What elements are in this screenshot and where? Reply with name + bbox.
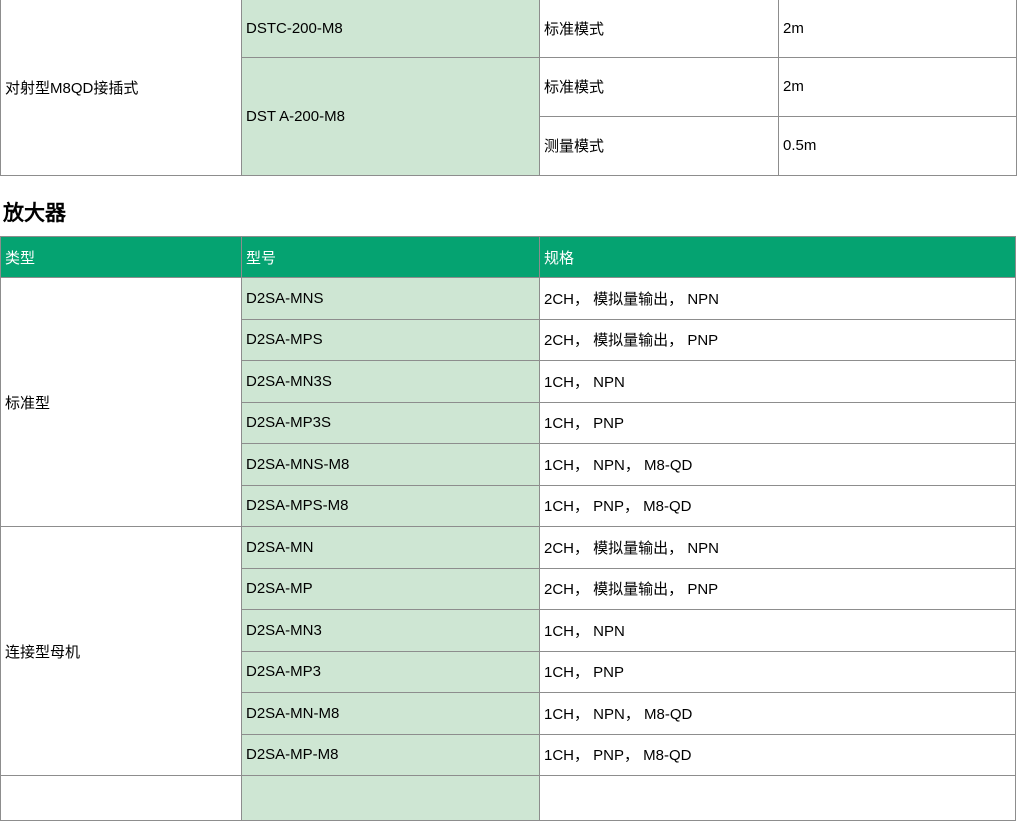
table-row: D2SA-MP3S 1CH， PNP [1, 401, 1016, 444]
cell-distance: 0.5m [778, 115, 1017, 176]
cell-model: D2SA-MPS [241, 318, 540, 361]
cell-amplifier-type: 连接型母机 [0, 526, 242, 776]
cell-model: D2SA-MN [241, 526, 540, 569]
cell-spec: 1CH， NPN [539, 609, 1016, 652]
sensor-spec-table: 对射型M8QD接插式 DSTC-200-M8 标准模式 2m DST A-200… [0, 0, 1017, 176]
table-row: D2SA-MN-M8 1CH， NPN， M8-QD [1, 692, 1016, 735]
amplifier-spec-table: 类型 型号 规格 标准型 D2SA-MNS 2CH， 模拟量输出， NPN D2… [0, 236, 1016, 821]
amplifier-section: 放大器 类型 型号 规格 标准型 D2SA-MNS 2CH， 模拟量输出， NP… [0, 200, 1019, 821]
column-header-spec: 规格 [539, 236, 1016, 278]
cell-model: D2SA-MP3S [241, 401, 540, 444]
cell-model: DST A-200-M8 [241, 56, 540, 176]
cell-model: D2SA-MP-M8 [241, 733, 540, 776]
table-header-row: 类型 型号 规格 [0, 236, 1016, 278]
table-row: D2SA-MPS 2CH， 模拟量输出， PNP [1, 318, 1016, 361]
cell-mode: 标准模式 [539, 0, 779, 58]
cell-spec: 1CH， NPN， M8-QD [539, 692, 1016, 735]
cell-model: D2SA-MNS-M8 [241, 443, 540, 486]
cell-spec: 1CH， PNP， M8-QD [539, 733, 1016, 776]
table-row: D2SA-MN3S 1CH， NPN [1, 360, 1016, 403]
cell-distance: 2m [778, 56, 1017, 117]
cell-model: D2SA-MPS-M8 [241, 484, 540, 527]
table-row: 标准型 D2SA-MNS 2CH， 模拟量输出， NPN [0, 277, 1016, 527]
cell-spec: 2CH， 模拟量输出， PNP [539, 567, 1016, 610]
cell-spec: 1CH， PNP， M8-QD [539, 484, 1016, 527]
cell-spec: 1CH， PNP [539, 650, 1016, 693]
cell-model: D2SA-MN3 [241, 609, 540, 652]
cell-model: DSTC-200-M8 [241, 0, 540, 58]
cell-spec: 1CH， PNP [539, 401, 1016, 444]
cell-model: D2SA-MNS [241, 277, 540, 320]
cell-model: D2SA-MP3 [241, 650, 540, 693]
table-row: 对射型M8QD接插式 DSTC-200-M8 标准模式 2m [0, 0, 1017, 176]
section-heading: 放大器 [3, 202, 66, 225]
cell-model: D2SA-MN-M8 [241, 692, 540, 735]
table-row: D2SA-MPS-M8 1CH， PNP， M8-QD [1, 484, 1016, 527]
column-header-type: 类型 [0, 236, 242, 278]
cell-mode: 标准模式 [539, 56, 779, 117]
table-row: 连接型母机 D2SA-MN 2CH， 模拟量输出， NPN [0, 526, 1016, 776]
cell-model: D2SA-MN3S [241, 360, 540, 403]
cell-model [241, 775, 540, 821]
table-row: 测量模式 0.5m [1, 115, 1017, 176]
column-header-model: 型号 [241, 236, 540, 278]
cell-spec: 2CH， 模拟量输出， NPN [539, 277, 1016, 320]
table-row: D2SA-MN3 1CH， NPN [1, 609, 1016, 652]
cell-sensor-type: 对射型M8QD接插式 [0, 0, 242, 176]
cell-amplifier-type [0, 775, 242, 821]
cell-spec: 1CH， NPN， M8-QD [539, 443, 1016, 486]
cell-spec: 2CH， 模拟量输出， PNP [539, 318, 1016, 361]
cell-mode: 测量模式 [539, 115, 779, 176]
cell-spec [539, 775, 1016, 821]
cell-model: D2SA-MP [241, 567, 540, 610]
cell-distance: 2m [778, 0, 1017, 58]
cell-spec: 2CH， 模拟量输出， NPN [539, 526, 1016, 569]
table-row: D2SA-MNS-M8 1CH， NPN， M8-QD [1, 443, 1016, 486]
cell-spec: 1CH， NPN [539, 360, 1016, 403]
table-row-partial [0, 775, 1016, 821]
cell-amplifier-type: 标准型 [0, 277, 242, 527]
table-row: D2SA-MP 2CH， 模拟量输出， PNP [1, 567, 1016, 610]
table-row: DST A-200-M8 标准模式 2m [1, 56, 1017, 176]
